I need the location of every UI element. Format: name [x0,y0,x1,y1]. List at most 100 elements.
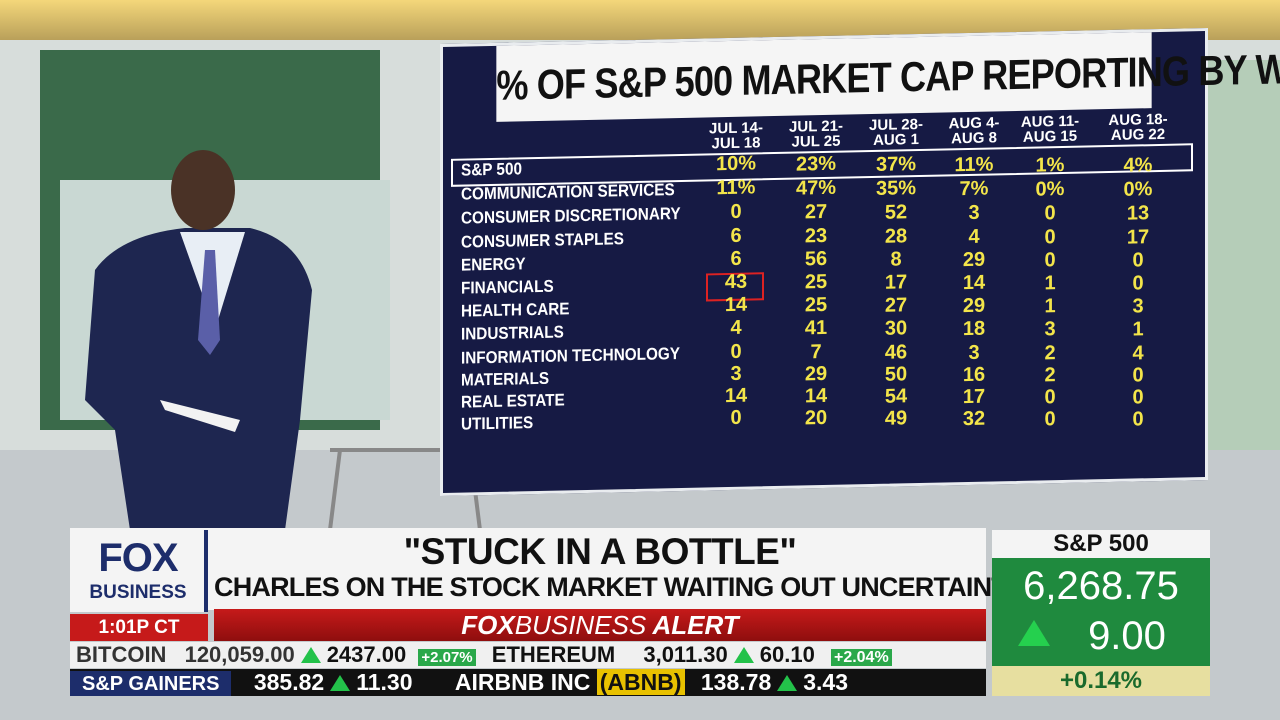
cell-value: 0 [730,406,742,429]
up-arrow [777,675,798,691]
row-label: MATERIALS [461,368,550,390]
cell-value: 4 [968,225,980,248]
cell-value: 3 [968,341,980,364]
cell-value: 32 [962,407,986,431]
ticker-percent: +2.04% [830,649,892,666]
cell-value: 0 [1132,386,1144,409]
presenter-suit [85,228,312,530]
column-header: JUL 25 [791,132,841,151]
ticker-price: 138.78 [700,669,772,695]
alert-banner: FOXBUSINESS ALERT [214,609,986,641]
cell-value: 4% [1123,154,1153,177]
cell-value: 0% [1035,177,1065,201]
cell-value: 29 [962,248,986,272]
cell-value: 27 [884,294,908,317]
cell-value: 29 [962,294,986,318]
cell-value: 17 [962,385,986,409]
papers [160,400,240,432]
row-label: S&P 500 [461,159,522,180]
ticker-change: 60.10 [759,642,815,667]
ticker-label: S&P GAINERS [70,671,232,696]
cell-value: 16 [962,363,986,387]
time: 1:01P CT [70,614,208,641]
up-arrow-shape [1018,620,1050,646]
cell-value: 18 [962,317,986,341]
cell-value: 17 [1126,226,1150,249]
row-label: UTILITIES [461,413,534,434]
cell-value: 1 [1132,318,1144,341]
cell-value: 0 [1132,249,1144,272]
ticker-price: 385.82 [253,669,325,695]
index-change: 9.00 [1088,614,1166,658]
cell-value: 0 [1044,249,1056,272]
cell-value: 14 [724,293,748,317]
row-label: INDUSTRIALS [461,322,564,344]
headline: "STUCK IN A BOTTLE" [403,531,797,572]
row-label: CONSUMER DISCRETIONARY [461,204,681,228]
cell-value: 2 [1044,364,1056,387]
cell-value: 29 [804,362,828,386]
cell-value: 20 [804,406,828,430]
ticker-top: BITCOIN 120,059.00 2437.00 +2.07% ETHEREU… [70,642,986,668]
presenter-tie [198,250,220,355]
cell-value: 14 [724,384,748,408]
row-label: FINANCIALS [461,276,554,298]
cell-value: 1 [1044,295,1056,318]
cell-value: 46 [884,341,908,364]
cell-value: 0% [1123,178,1153,201]
cell-value: 10% [715,152,757,176]
board-title: % OF S&P 500 MARKET CAP REPORTING BY WEE… [496,32,1280,122]
alert-business: BUSINESS [514,610,647,640]
ticker-name: ETHEREUM [491,642,616,667]
cell-value: 11% [954,153,994,177]
alert-fox: FOX [461,610,515,640]
cell-value: 3 [1132,295,1144,318]
cell-value: 3 [730,362,742,385]
cell-value: 25 [804,270,828,294]
row-label: REAL ESTATE [461,390,565,412]
cell-value: 41 [804,316,828,340]
column-header: JUL 18 [711,134,761,153]
logo-business: BUSINESS [89,582,187,603]
cell-value: 25 [804,293,828,317]
lower-third [70,528,986,610]
cell-value: 11% [716,176,756,200]
cell-value: 4 [730,316,742,339]
index-name: S&P 500 [992,530,1210,558]
cell-value: 2 [1044,342,1056,365]
ticker-change: 11.30 [356,669,413,695]
cell-value: 6 [730,224,742,247]
cell-value: 43 [724,270,748,294]
cell-value: 0 [1132,408,1144,431]
cell-value: 0 [1132,272,1144,295]
cell-value: 35% [875,177,917,200]
cell-value: 0 [730,340,742,363]
up-arrow [330,675,351,691]
index-box: S&P 500 6,268.75 9.00 +0.14% [992,530,1210,696]
cell-value: 54 [884,385,908,408]
cell-value: 1% [1035,153,1065,177]
column-header: AUG 22 [1110,125,1166,144]
up-arrow [733,647,754,663]
row-label: COMMUNICATION SERVICES [461,180,675,204]
logo-fox: FOX [98,536,178,580]
cell-value: 7% [959,177,989,201]
subheadline: CHARLES ON THE STOCK MARKET WAITING OUT … [214,572,1025,602]
cell-value: 30 [884,317,908,340]
cell-value: 8 [890,248,902,271]
cell-value: 14 [962,271,986,295]
data-board: % OF S&P 500 MARKET CAP REPORTING BY WEE… [440,27,1280,497]
cell-value: 0 [1044,386,1056,409]
alert-word: ALERT [652,610,739,640]
presenter-head [171,150,235,230]
cell-value: 4 [1132,342,1144,365]
cell-value: 49 [884,407,908,430]
cell-value: 56 [804,247,828,271]
cell-value: 0 [730,200,742,223]
ticker-price: 3,011.30 [643,642,728,667]
cell-value: 52 [884,201,908,224]
cell-value: 1 [1044,272,1056,295]
cell-value: 0 [1044,226,1056,249]
column-header: AUG 1 [873,131,919,149]
